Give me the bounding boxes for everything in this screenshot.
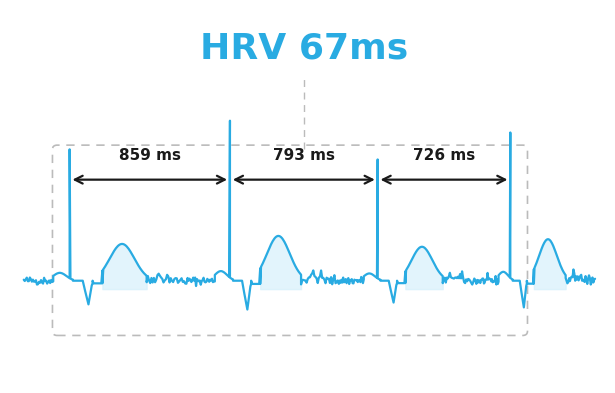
Text: 726 ms: 726 ms (413, 148, 475, 163)
Text: 859 ms: 859 ms (119, 148, 181, 163)
Text: 793 ms: 793 ms (273, 148, 335, 163)
Text: HRV 67ms: HRV 67ms (200, 31, 408, 65)
